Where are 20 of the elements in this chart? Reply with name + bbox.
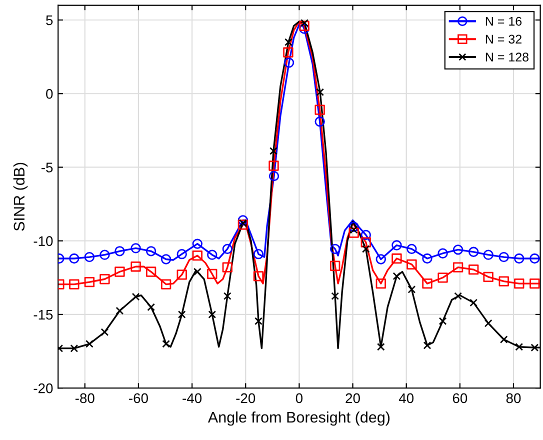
x-tick-label: -80 [75, 393, 94, 404]
x-tick-label: 80 [506, 393, 521, 404]
x-tick-label: 20 [346, 393, 360, 404]
legend-label: N = 32 [486, 34, 522, 44]
x-tick-label: -60 [129, 393, 148, 404]
legend-label: N = 16 [486, 16, 522, 26]
y-axis-title: SINR (dB) [13, 162, 28, 231]
y-tick-label: 0 [46, 88, 53, 99]
x-axis-title: Angle from Boresight (deg) [208, 411, 390, 426]
x-tick-label: 0 [296, 393, 303, 404]
y-tick-label: -15 [34, 310, 53, 320]
legend-label: N = 128 [486, 52, 528, 62]
x-tick-label: 40 [398, 393, 414, 404]
x-tick-label: -40 [182, 393, 202, 404]
y-tick-label: 5 [46, 15, 53, 26]
x-tick-label: 60 [452, 393, 468, 404]
y-tick-label: -10 [34, 236, 53, 246]
y-tick-label: -20 [34, 383, 53, 394]
y-tick-label: -5 [42, 162, 53, 172]
x-tick-label: -20 [236, 393, 256, 404]
